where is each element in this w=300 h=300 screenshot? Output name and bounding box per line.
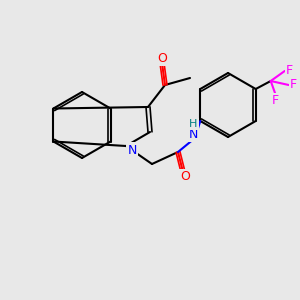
Text: N: N xyxy=(127,143,137,157)
Text: F: F xyxy=(272,94,279,107)
Text: O: O xyxy=(157,52,167,64)
Text: N: N xyxy=(188,128,198,140)
Text: O: O xyxy=(180,170,190,184)
Text: F: F xyxy=(290,79,297,92)
Text: F: F xyxy=(286,64,293,77)
Text: H: H xyxy=(189,119,197,129)
